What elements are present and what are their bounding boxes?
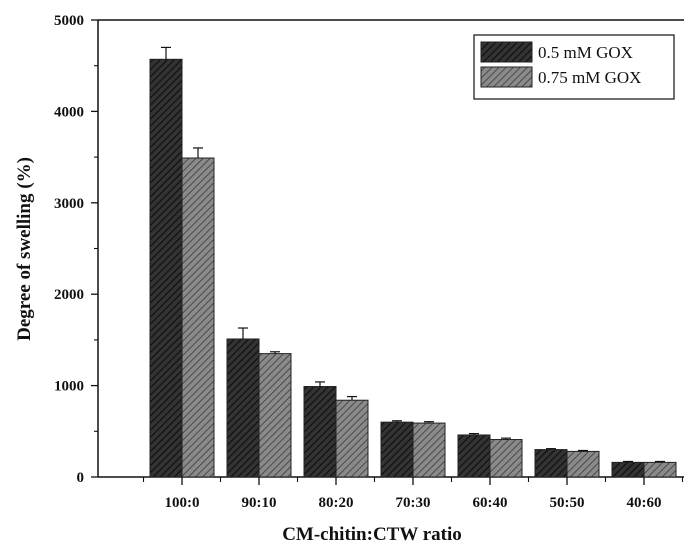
bar — [303, 386, 337, 478]
x-tick-label: 90:10 — [242, 495, 277, 511]
x-axis-title: CM-chitin:CTW ratio — [282, 524, 462, 545]
x-tick-label: 40:60 — [627, 495, 662, 511]
bar — [335, 399, 369, 478]
y-axis: 0 1000 2000 3000 4000 5000 — [54, 13, 99, 486]
bar — [258, 353, 292, 478]
bars-group — [149, 58, 677, 478]
legend-swatch — [480, 41, 533, 63]
bar — [226, 338, 260, 478]
x-tick-label: 60:40 — [473, 495, 508, 511]
x-tick-label: 100:0 — [165, 495, 200, 511]
bar — [149, 58, 183, 478]
bar — [489, 439, 523, 478]
y-axis-title: Degree of swelling (%) — [14, 157, 35, 341]
y-tick-label: 1000 — [54, 379, 84, 395]
bar — [380, 421, 414, 478]
bar — [457, 434, 491, 478]
y-tick-label: 5000 — [54, 13, 84, 29]
y-tick-label: 0 — [77, 470, 85, 486]
y-tick-label: 3000 — [54, 196, 84, 212]
bar — [181, 157, 215, 478]
x-tick-label: 50:50 — [550, 495, 585, 511]
x-tick-label: 80:20 — [319, 495, 354, 511]
bar — [643, 461, 677, 478]
error-bars-group — [161, 46, 665, 463]
y-tick-label: 4000 — [54, 104, 84, 120]
x-tick-label: 70:30 — [396, 495, 431, 511]
legend-swatch — [480, 66, 533, 88]
bar — [611, 461, 645, 478]
x-axis: 100:0 90:10 80:20 70:30 60:40 50:50 40:60 — [98, 476, 684, 511]
legend-label: 0.75 mM GOX — [538, 68, 641, 87]
legend: 0.5 mM GOX 0.75 mM GOX — [473, 34, 675, 100]
bar — [412, 422, 446, 478]
bar — [534, 449, 568, 478]
y-tick-label: 2000 — [54, 287, 84, 303]
bar — [566, 450, 600, 478]
legend-label: 0.5 mM GOX — [538, 43, 633, 62]
